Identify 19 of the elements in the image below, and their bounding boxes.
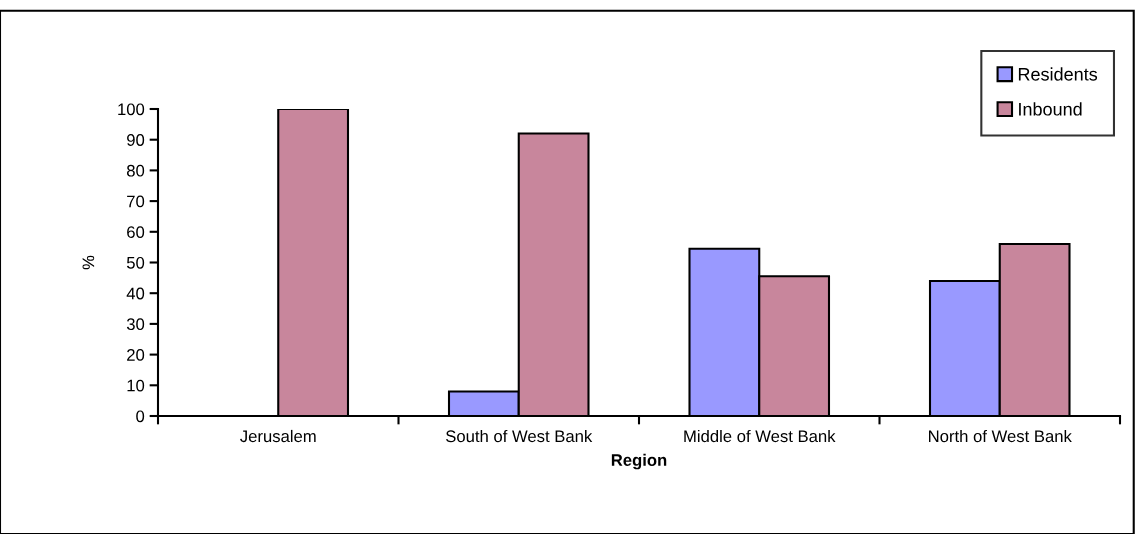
y-tick-label: 60	[127, 226, 145, 238]
x-axis-title: Region	[611, 453, 667, 470]
y-tick-label: 80	[126, 164, 145, 177]
y-tick-label: 30	[126, 318, 145, 331]
x-tick-label: Middle of West Bank	[684, 429, 836, 443]
x-tick-label: North of West Bank	[929, 429, 1072, 443]
x-tick-label: Jerusalem	[240, 429, 316, 443]
legend-label: Inbound	[1019, 102, 1082, 116]
y-tick-label: 20	[127, 349, 145, 361]
y-tick-label: 0	[136, 410, 145, 423]
y-tick-label: 100	[118, 103, 145, 116]
legend-label: Residents	[1018, 67, 1098, 81]
y-axis-title: %	[82, 255, 95, 270]
y-tick-label: 50	[126, 256, 145, 269]
y-tick-label: 40	[126, 287, 145, 300]
y-tick-label: 10	[127, 379, 145, 392]
y-tick-label: 90	[127, 134, 145, 146]
y-tick-label: 70	[127, 195, 145, 208]
x-tick-label: South of West Bank	[446, 429, 593, 443]
